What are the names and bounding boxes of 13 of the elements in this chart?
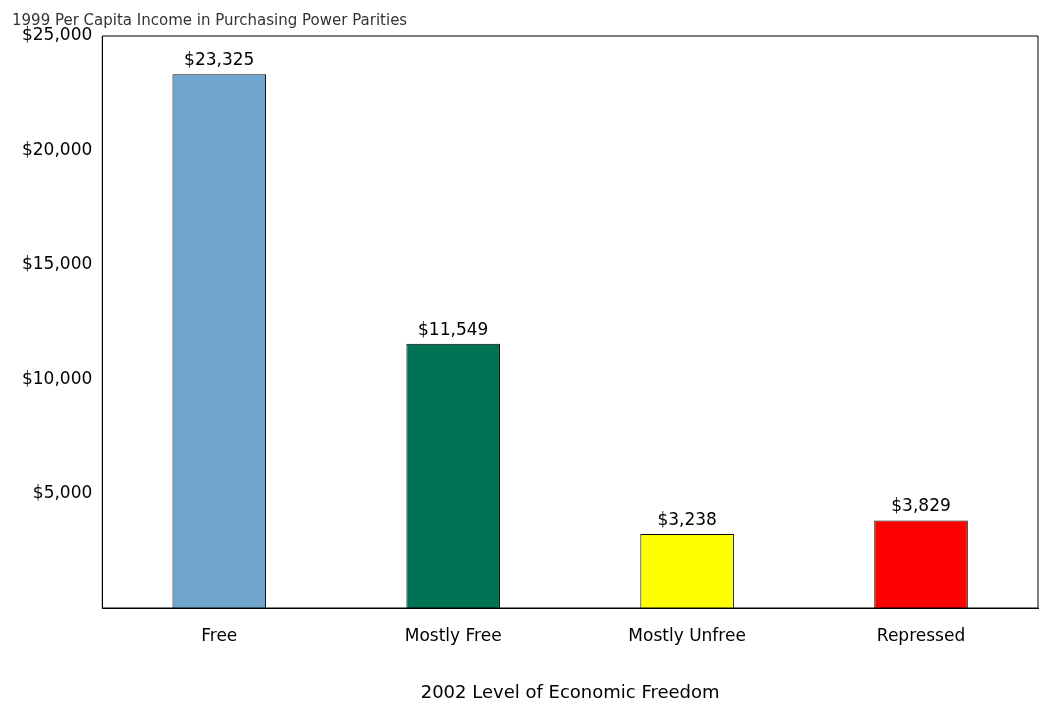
data-label: $3,238 bbox=[657, 508, 717, 529]
x-tick-label: Mostly Free bbox=[404, 624, 502, 645]
y-tick-label: $5,000 bbox=[32, 482, 93, 503]
data-label: $23,325 bbox=[184, 49, 255, 70]
y-tick-label: $20,000 bbox=[21, 138, 93, 159]
x-tick-label: Mostly Unfree bbox=[628, 624, 746, 645]
y-tick-label: $15,000 bbox=[21, 253, 93, 274]
x-tick-label: Repressed bbox=[876, 624, 966, 645]
data-label: $11,549 bbox=[418, 318, 489, 339]
data-label: $3,829 bbox=[891, 495, 951, 516]
x-tick-label: Free bbox=[201, 624, 238, 645]
y-tick-label: $10,000 bbox=[21, 367, 93, 388]
x-axis-title: 2002 Level of Economic Freedom bbox=[420, 680, 720, 702]
